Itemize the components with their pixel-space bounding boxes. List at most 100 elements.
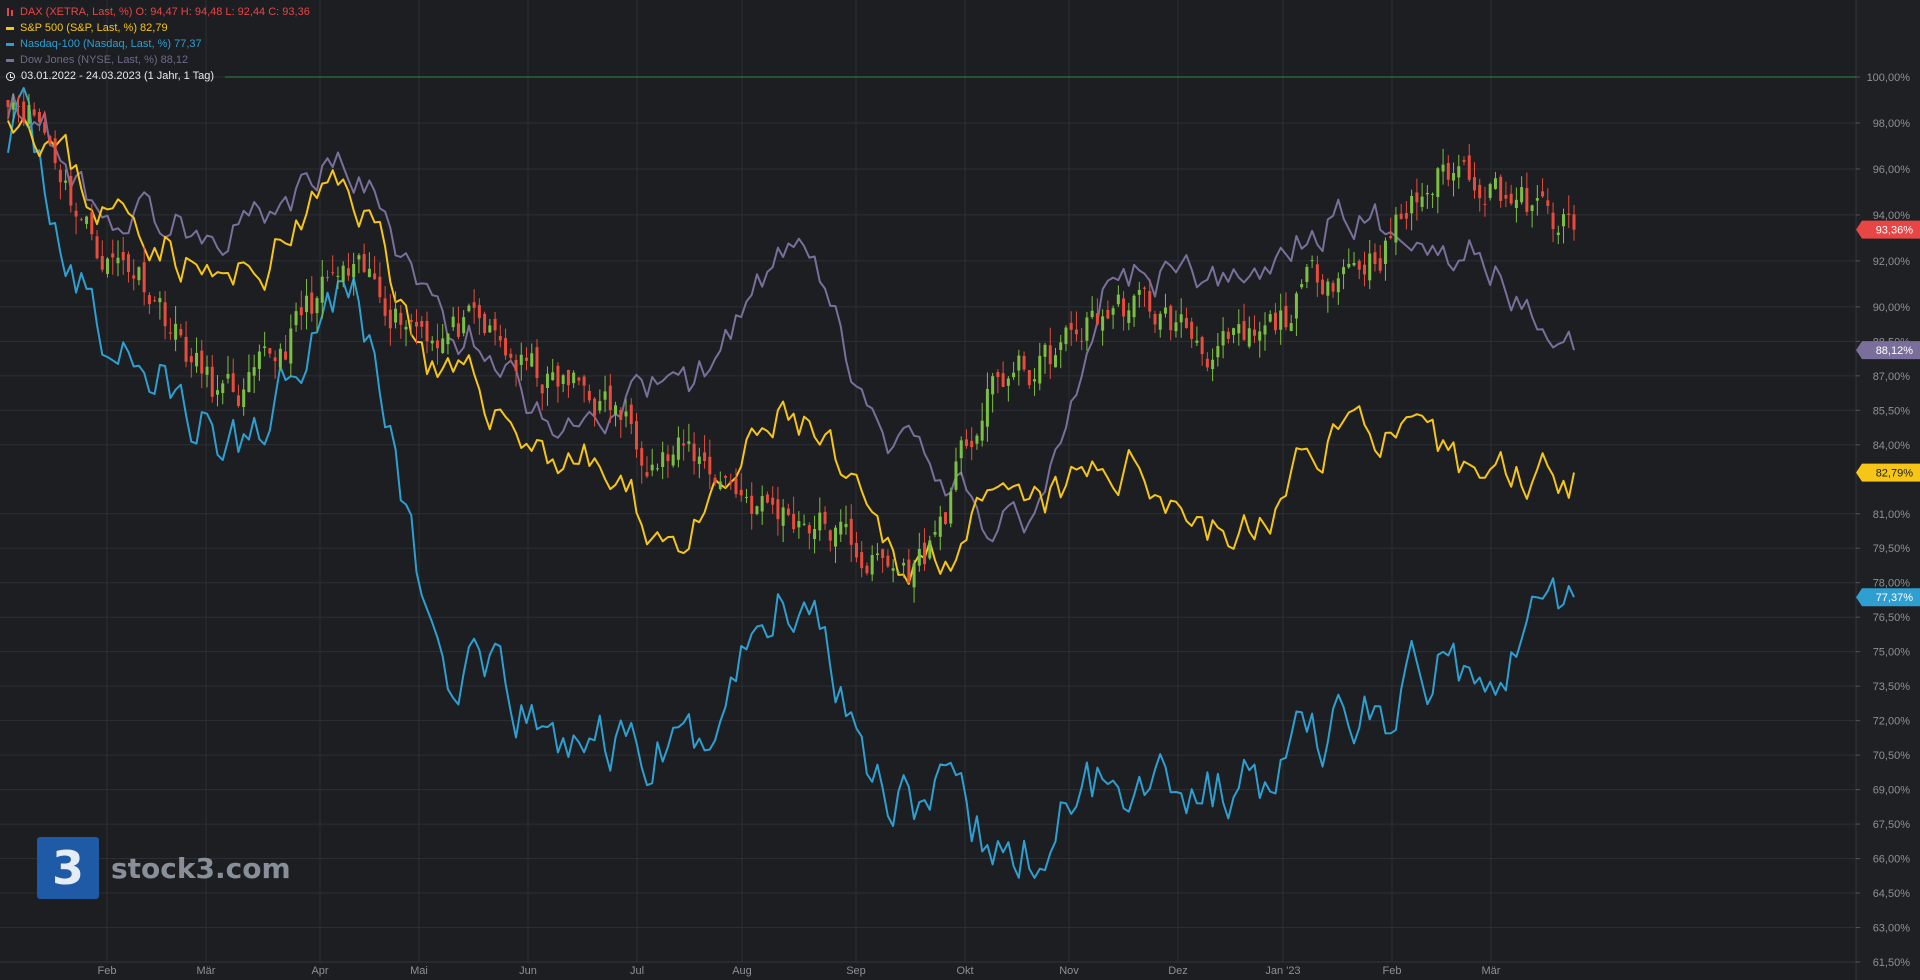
dax-candle[interactable]: [11, 102, 15, 110]
dax-candle[interactable]: [357, 255, 361, 260]
dax-candle[interactable]: [954, 461, 958, 490]
dax-candle[interactable]: [100, 256, 104, 270]
dax-candle[interactable]: [1059, 342, 1063, 351]
dax-candle[interactable]: [352, 263, 356, 278]
dax-candle[interactable]: [509, 353, 513, 358]
dax-candle[interactable]: [1342, 267, 1346, 275]
dax-candle[interactable]: [593, 398, 597, 416]
dax-candle[interactable]: [813, 528, 817, 540]
dax-candle[interactable]: [661, 452, 665, 468]
dax-candle[interactable]: [629, 404, 633, 425]
dax-candle[interactable]: [834, 527, 838, 547]
dax-candle[interactable]: [441, 338, 445, 353]
dax-candle[interactable]: [1211, 359, 1215, 370]
dax-candle[interactable]: [200, 350, 204, 374]
dax-candle[interactable]: [514, 359, 518, 372]
dax-candle[interactable]: [1200, 337, 1204, 355]
dax-candle[interactable]: [771, 497, 775, 505]
dax-candle[interactable]: [1446, 162, 1450, 180]
dax-candle[interactable]: [1499, 176, 1503, 201]
dax-candle[interactable]: [551, 372, 555, 381]
dax-candle[interactable]: [1541, 191, 1545, 197]
dax-candle[interactable]: [263, 346, 267, 349]
date-range[interactable]: 03.01.2022 - 24.03.2023 (1 Jahr, 1 Tag): [6, 68, 310, 84]
dax-candle[interactable]: [415, 321, 419, 327]
dax-candle[interactable]: [1520, 187, 1524, 203]
dax-candle[interactable]: [504, 338, 508, 356]
dax-candle[interactable]: [310, 292, 314, 314]
dax-candle[interactable]: [1033, 379, 1037, 382]
dax-candle[interactable]: [1216, 346, 1220, 358]
dax-candle[interactable]: [896, 571, 900, 573]
dax-candle[interactable]: [556, 365, 560, 387]
dax-candle[interactable]: [792, 513, 796, 530]
dax-candle[interactable]: [1053, 355, 1057, 368]
dax-candle[interactable]: [703, 452, 707, 461]
dax-candle[interactable]: [184, 336, 188, 362]
dax-candle[interactable]: [1048, 345, 1052, 365]
dax-candle[interactable]: [1431, 193, 1435, 195]
dax-candle[interactable]: [467, 305, 471, 312]
dax-candle[interactable]: [1022, 355, 1026, 370]
dax-candle[interactable]: [1535, 198, 1539, 201]
dax-candle[interactable]: [1268, 314, 1272, 322]
dax-candle[interactable]: [839, 521, 843, 535]
dax-candle[interactable]: [462, 317, 466, 334]
dax-candle[interactable]: [1284, 305, 1288, 328]
dax-candle[interactable]: [74, 210, 78, 217]
dax-candle[interactable]: [634, 421, 638, 450]
dax-candle[interactable]: [132, 275, 136, 279]
dax-candle[interactable]: [1363, 264, 1367, 275]
dax-candle[interactable]: [1410, 195, 1414, 214]
dax-candle[interactable]: [1247, 328, 1251, 347]
dax-candle[interactable]: [1415, 192, 1419, 203]
dax-candle[interactable]: [1488, 184, 1492, 198]
dax-candle[interactable]: [1383, 240, 1387, 265]
dax-candle[interactable]: [1562, 214, 1566, 227]
dax-candle[interactable]: [1116, 294, 1120, 305]
dax-candle[interactable]: [1305, 266, 1309, 282]
dax-candle[interactable]: [519, 354, 523, 365]
dax-candle[interactable]: [844, 523, 848, 528]
dax-candle[interactable]: [928, 540, 932, 559]
dax-candle[interactable]: [1184, 317, 1188, 329]
dax-candle[interactable]: [760, 496, 764, 512]
dax-candle[interactable]: [1530, 205, 1534, 212]
dax-candle[interactable]: [1148, 291, 1152, 312]
dax-candle[interactable]: [383, 298, 387, 316]
dax-candle[interactable]: [959, 440, 963, 459]
dax-candle[interactable]: [1472, 177, 1476, 191]
dax-candle[interactable]: [362, 254, 366, 272]
dax-candle[interactable]: [278, 348, 282, 368]
price-axis-panel[interactable]: [1856, 0, 1920, 980]
dax-candle[interactable]: [22, 101, 26, 123]
dax-candle[interactable]: [624, 411, 628, 417]
dax-candle[interactable]: [493, 318, 497, 331]
dax-candle[interactable]: [1373, 252, 1377, 265]
dax-candle[interactable]: [1085, 317, 1089, 341]
dax-candle[interactable]: [854, 542, 858, 558]
dax-candle[interactable]: [1006, 378, 1010, 386]
dax-candle[interactable]: [1195, 340, 1199, 343]
series-line-nasdaq[interactable]: [7, 87, 1575, 879]
dax-candle[interactable]: [226, 373, 230, 379]
dax-candle[interactable]: [1242, 321, 1246, 340]
dax-candle[interactable]: [1111, 308, 1115, 315]
dax-candle[interactable]: [1101, 316, 1105, 331]
dax-candle[interactable]: [404, 326, 408, 330]
dax-candle[interactable]: [938, 516, 942, 537]
dax-candle[interactable]: [1132, 295, 1136, 318]
dax-candle[interactable]: [58, 169, 62, 183]
dax-candle[interactable]: [907, 559, 911, 583]
dax-candle[interactable]: [284, 351, 288, 360]
dax-candle[interactable]: [949, 491, 953, 524]
dax-candle[interactable]: [1352, 262, 1356, 266]
dax-candle[interactable]: [388, 309, 392, 329]
dax-candle[interactable]: [744, 496, 748, 498]
dax-candle[interactable]: [483, 313, 487, 334]
dax-candle[interactable]: [692, 443, 696, 462]
dax-candle[interactable]: [619, 409, 623, 420]
dax-candle[interactable]: [781, 507, 785, 526]
dax-candle[interactable]: [944, 512, 948, 524]
dax-candle[interactable]: [1174, 322, 1178, 332]
